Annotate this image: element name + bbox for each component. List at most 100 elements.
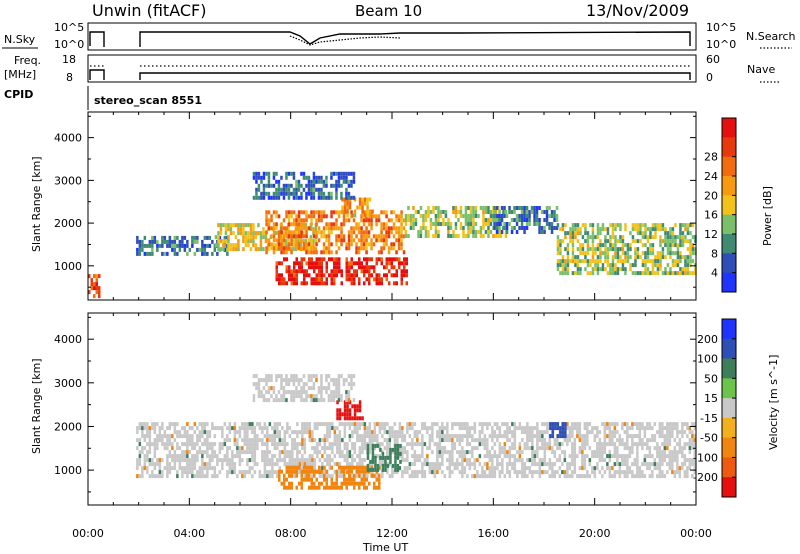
data-cell: [363, 273, 366, 278]
colorbar-segment: [722, 437, 736, 458]
time-label: 00:00: [72, 527, 104, 540]
data-cell: [427, 230, 430, 234]
data-cell: [669, 239, 672, 244]
data-cell: [589, 235, 592, 240]
data-cell: [368, 257, 371, 262]
data-cell: [270, 214, 273, 219]
data-cell: [576, 267, 580, 272]
data-cell: [366, 463, 370, 468]
data-cell: [360, 230, 363, 235]
time-label: 04:00: [173, 527, 205, 540]
data-cell: [520, 218, 524, 222]
data-cell: [638, 430, 642, 435]
data-cell: [232, 223, 235, 228]
data-cell: [548, 438, 552, 443]
data-cell: [371, 455, 375, 460]
data-cell: [206, 430, 209, 435]
data-cell: [616, 462, 619, 467]
data-cell: [593, 474, 597, 479]
data-cell: [302, 246, 306, 251]
data-cell: [303, 450, 307, 455]
data-cell: [361, 474, 364, 479]
data-cell: [277, 183, 281, 188]
data-cell: [363, 197, 367, 202]
data-cell: [431, 466, 434, 471]
data-cell: [594, 251, 597, 256]
data-cell: [573, 466, 577, 471]
data-cell: [621, 470, 624, 475]
data-cell: [583, 438, 587, 443]
data-cell: [211, 466, 214, 471]
data-cell: [340, 485, 343, 490]
data-cell: [401, 470, 404, 475]
data-cell: [525, 222, 529, 226]
data-cell: [173, 247, 177, 252]
data-cell: [403, 269, 406, 274]
data-cell: [553, 226, 556, 230]
data-cell: [351, 422, 354, 427]
data-cell: [671, 430, 674, 435]
data-cell: [310, 477, 313, 482]
data-cell: [608, 458, 612, 463]
data-cell: [252, 394, 256, 399]
data-cell: [350, 281, 353, 286]
data-cell: [489, 214, 493, 218]
data-cell: [613, 474, 617, 479]
data-cell: [382, 238, 386, 243]
data-cell: [318, 422, 322, 427]
data-cell: [301, 430, 304, 435]
data-cell: [337, 398, 341, 403]
data-cell: [251, 438, 254, 443]
data-cell: [686, 458, 689, 463]
data-cell: [688, 450, 692, 455]
data-cell: [463, 458, 467, 463]
data-cell: [446, 426, 449, 431]
data-cell: [300, 218, 303, 223]
data-cell: [586, 438, 589, 443]
data-cell: [574, 259, 577, 264]
data-cell: [163, 434, 167, 439]
data-cell: [143, 422, 147, 427]
data-cell: [248, 466, 252, 471]
data-cell: [661, 442, 664, 447]
data-cell: [281, 442, 284, 447]
data-cell: [394, 455, 397, 460]
data-cell: [255, 382, 258, 387]
data-cell: [178, 454, 182, 459]
data-cell: [426, 426, 429, 431]
data-cell: [345, 191, 348, 196]
data-cell: [500, 206, 504, 210]
data-cell: [370, 265, 373, 270]
data-cell: [400, 261, 403, 266]
data-cell: [646, 247, 650, 252]
data-cell: [658, 426, 662, 431]
data-cell: [336, 400, 339, 405]
data-cell: [555, 226, 559, 230]
data-cell: [531, 454, 534, 459]
data-cell: [272, 243, 275, 248]
data-cell: [285, 265, 288, 270]
data-cell: [186, 450, 189, 455]
data-cell: [330, 191, 333, 196]
data-cell: [331, 450, 334, 455]
data-cell: [295, 214, 298, 219]
data-cell: [171, 442, 174, 447]
data-cell: [360, 481, 363, 486]
data-cell: [365, 250, 368, 255]
data-cell: [267, 226, 271, 231]
data-cell: [285, 378, 288, 383]
data-cell: [429, 222, 433, 226]
data-cell: [373, 426, 377, 431]
data-cell: [257, 247, 260, 252]
data-cell: [659, 263, 662, 268]
data-cell: [584, 239, 587, 244]
data-cell: [526, 426, 529, 431]
data-cell: [618, 438, 622, 443]
data-cell: [545, 222, 549, 226]
data-cell: [556, 458, 559, 463]
data-cell: [586, 430, 589, 435]
data-cell: [345, 378, 348, 383]
data-cell: [138, 474, 142, 479]
